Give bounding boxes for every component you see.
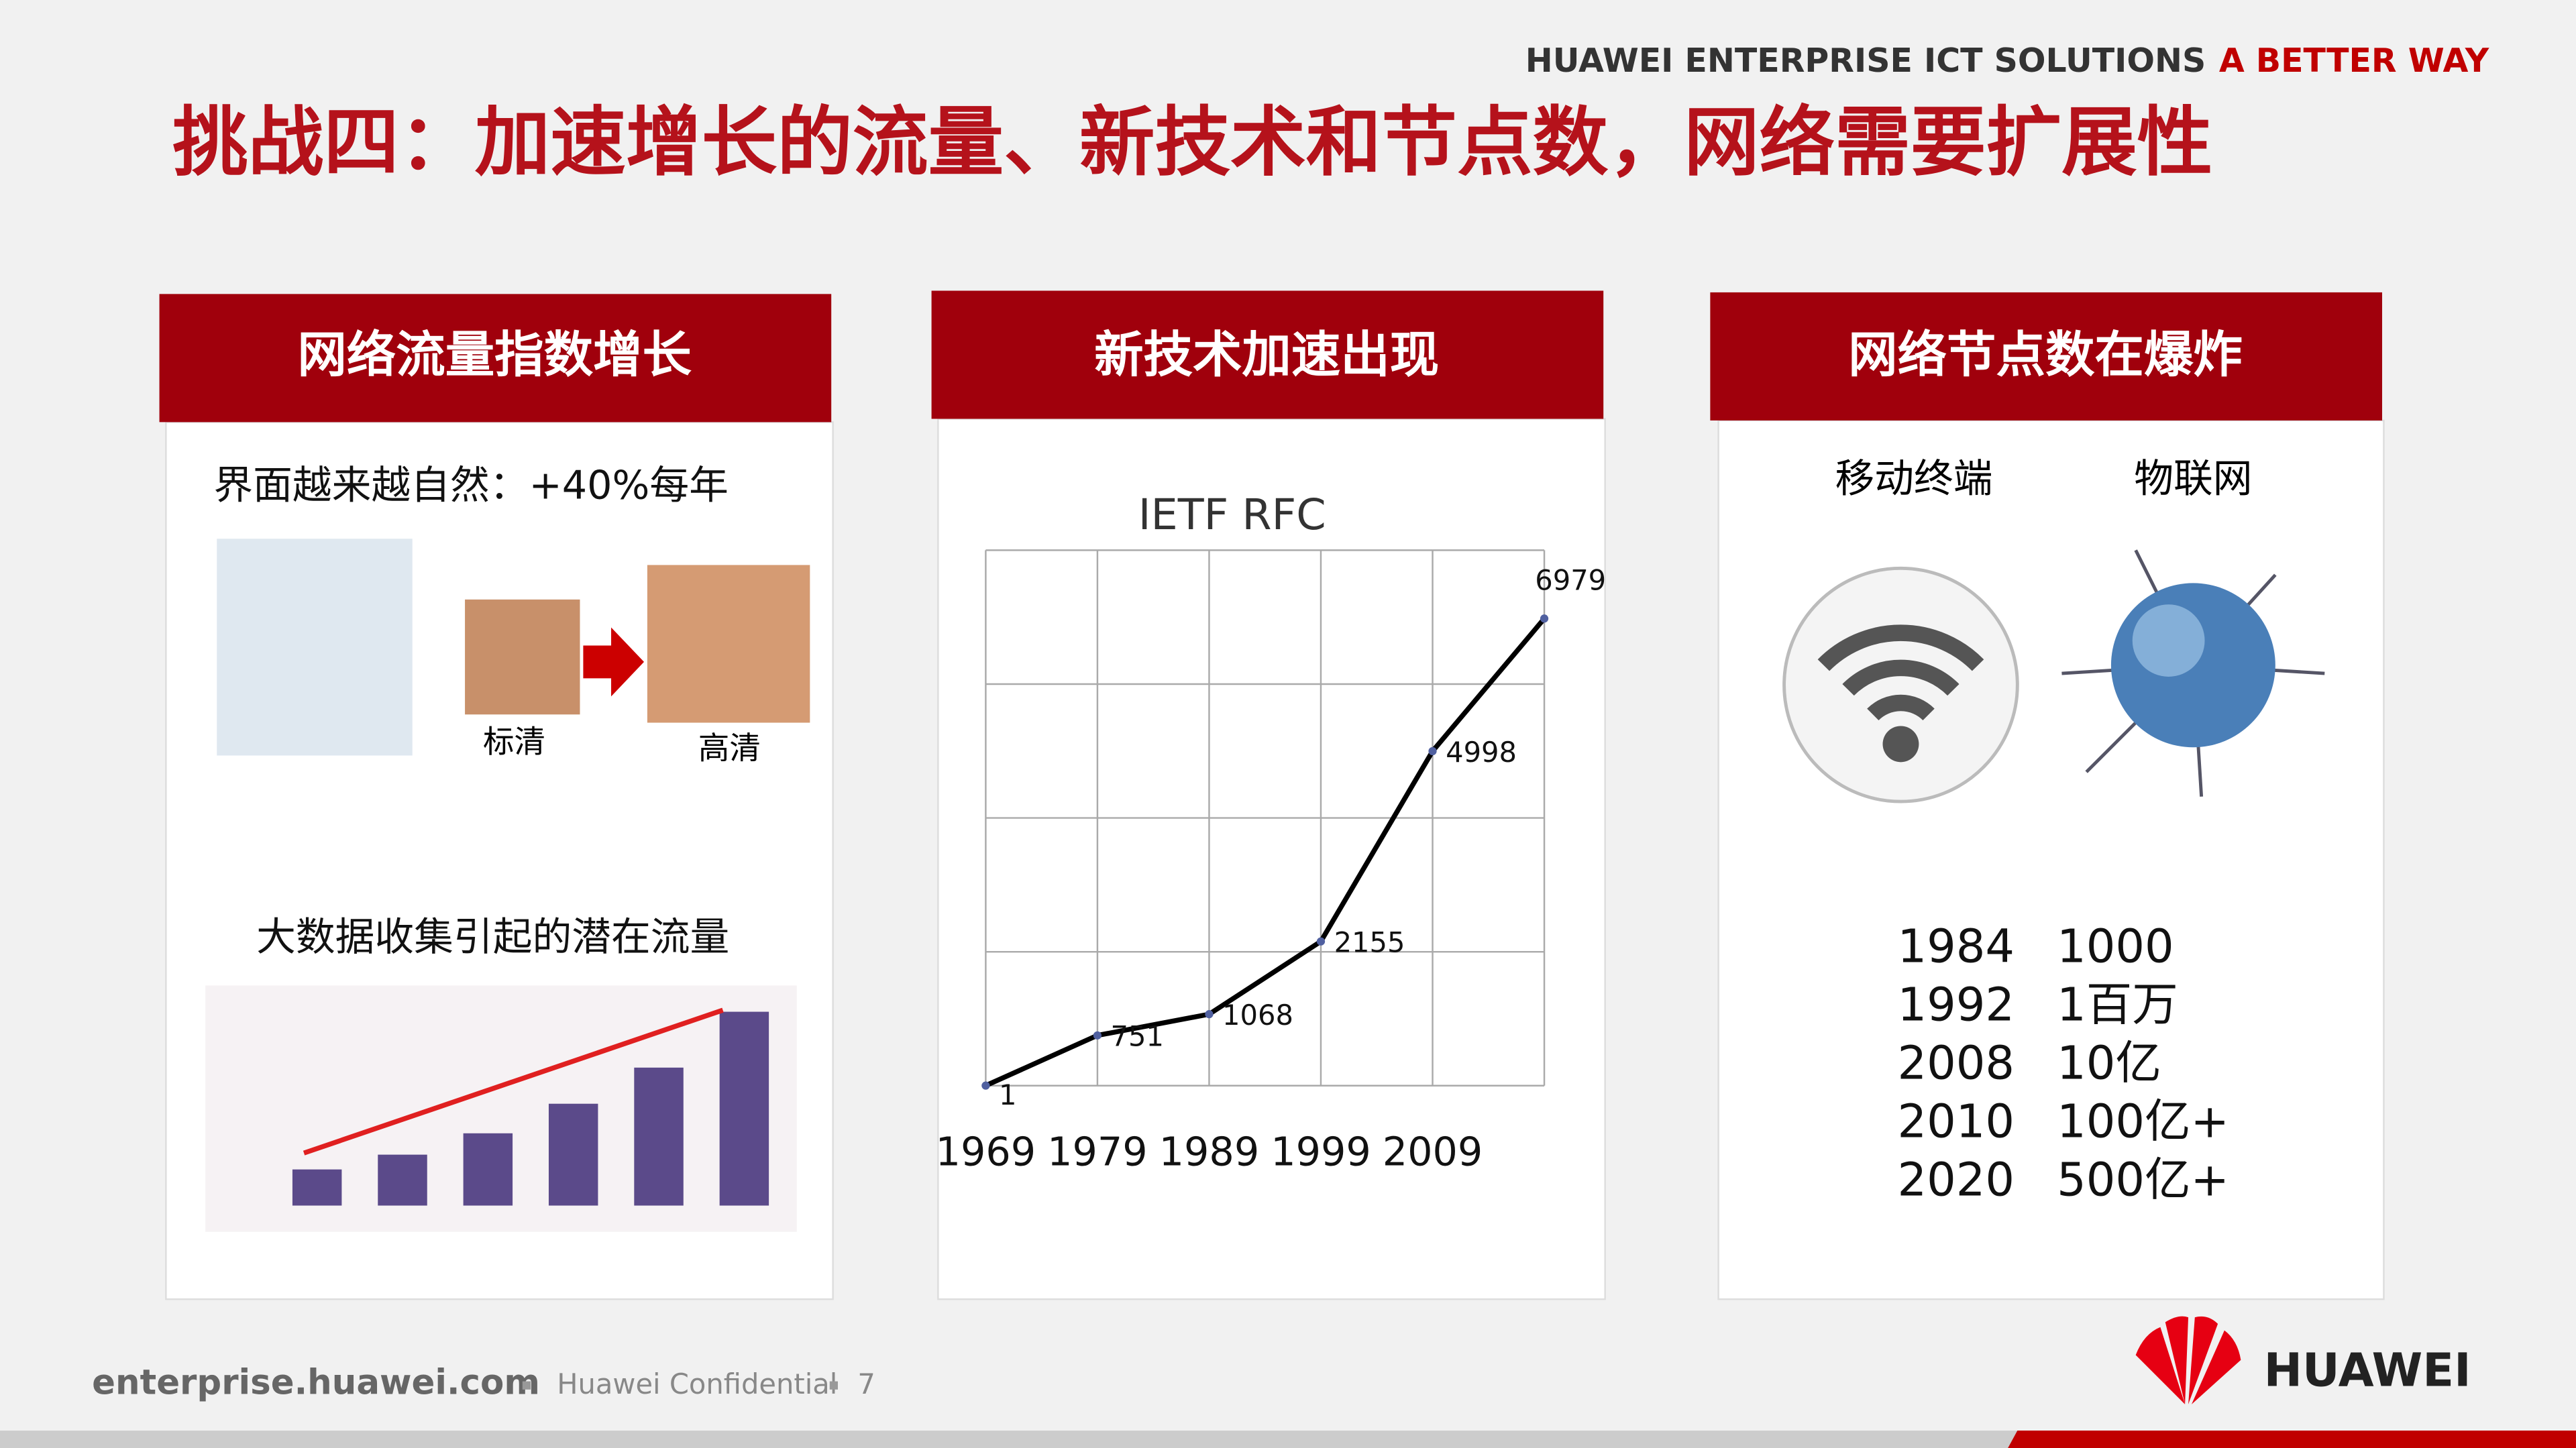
wifi-icon [1782,566,2019,803]
logo-mark [2135,1316,2241,1404]
panel-header [159,294,832,423]
data-label: 2155 [1334,926,1405,959]
x-tick-label: 1989 [1159,1129,1260,1175]
panel-heading: 网络流量指数增长 [297,327,692,384]
data-point [981,1081,990,1090]
footer-site: enterprise.huawei.com [92,1362,540,1402]
x-tick-label: 1979 [1047,1129,1148,1175]
x-tick-label: 1999 [1271,1129,1371,1175]
data-point [1205,1010,1214,1019]
panel-header [931,290,1604,419]
chart: 1 751 1068 2155 4998 6979 1969 1979 1989 1999 2009 [936,549,1606,1175]
table-cell: 100亿+ [2057,1095,2229,1148]
panel-body [1717,419,2385,1300]
ui-image [217,539,413,756]
panel-body [937,418,1606,1300]
x-tick-label: 2009 [1383,1129,1483,1175]
table-cell: 500亿+ [2057,1153,2229,1207]
panel-header [1710,292,2383,421]
panel-text: 高清 [698,730,761,767]
tagline-text: HUAWEI ENTERPRISE ICT SOLUTIONS [1525,42,2206,80]
arrow [583,627,645,697]
table-cell: 2020 [1898,1153,2015,1207]
x-tick-label: 1969 [936,1129,1036,1175]
table-cell: 2008 [1898,1036,2015,1090]
data-point [1428,746,1437,756]
table-cell: 1000 [2057,920,2174,974]
table-cell: 1992 [1898,978,2015,1032]
data-point [1093,1031,1102,1040]
table-cell: 10亿 [2057,1036,2161,1090]
data-label: 1 [999,1078,1016,1111]
data-point [1316,937,1326,946]
tagline: HUAWEI ENTERPRISE ICT SOLUTIONS A BETTER … [1525,42,2489,80]
panel-heading: 网络节点数在爆炸 [1848,327,2243,384]
data-label: 1068 [1222,999,1293,1032]
table-cell: 1百万 [2057,978,2178,1032]
node-table: 1984 1000 1992 1百万 2008 10亿 2010 100亿+ 2020 500亿+ [1898,920,2229,1207]
data-label: 6979 [1535,563,1606,596]
data-line [984,616,1546,1089]
separator [829,1381,838,1390]
data-label: 751 [1111,1020,1164,1053]
footer-accent [2008,1431,2576,1448]
panel-heading: 新技术加速出现 [1094,327,1439,384]
panel-text: 标清 [483,724,545,760]
panel-label: 移动终端 [1835,455,1993,502]
slide-title: 挑战四：加速增长的流量、新技术和节点数，网络需要扩展性 [172,98,2212,186]
hd-photo [647,565,810,723]
footer-confidential: Huawei Confidential [557,1368,837,1400]
panel-text: 界面越来越自然：+40%每年 [213,461,729,508]
table-cell: 2010 [1898,1095,2015,1148]
data-point [1540,614,1549,623]
sd-photo [465,599,580,715]
chart-title: IETF RFC [1138,490,1326,540]
table-cell: 1984 [1898,920,2015,974]
panel-label: 物联网 [2134,455,2252,502]
storage-image [205,985,797,1232]
data-label: 4998 [1446,736,1517,769]
page-number: 7 [857,1368,875,1400]
iot-globe [2061,549,2325,797]
tagline-accent: A BETTER WAY [2219,42,2489,80]
separator [522,1381,531,1390]
panel-text: 大数据收集引起的潜在流量 [256,913,729,960]
logo-text: HUAWEI [2264,1343,2471,1397]
